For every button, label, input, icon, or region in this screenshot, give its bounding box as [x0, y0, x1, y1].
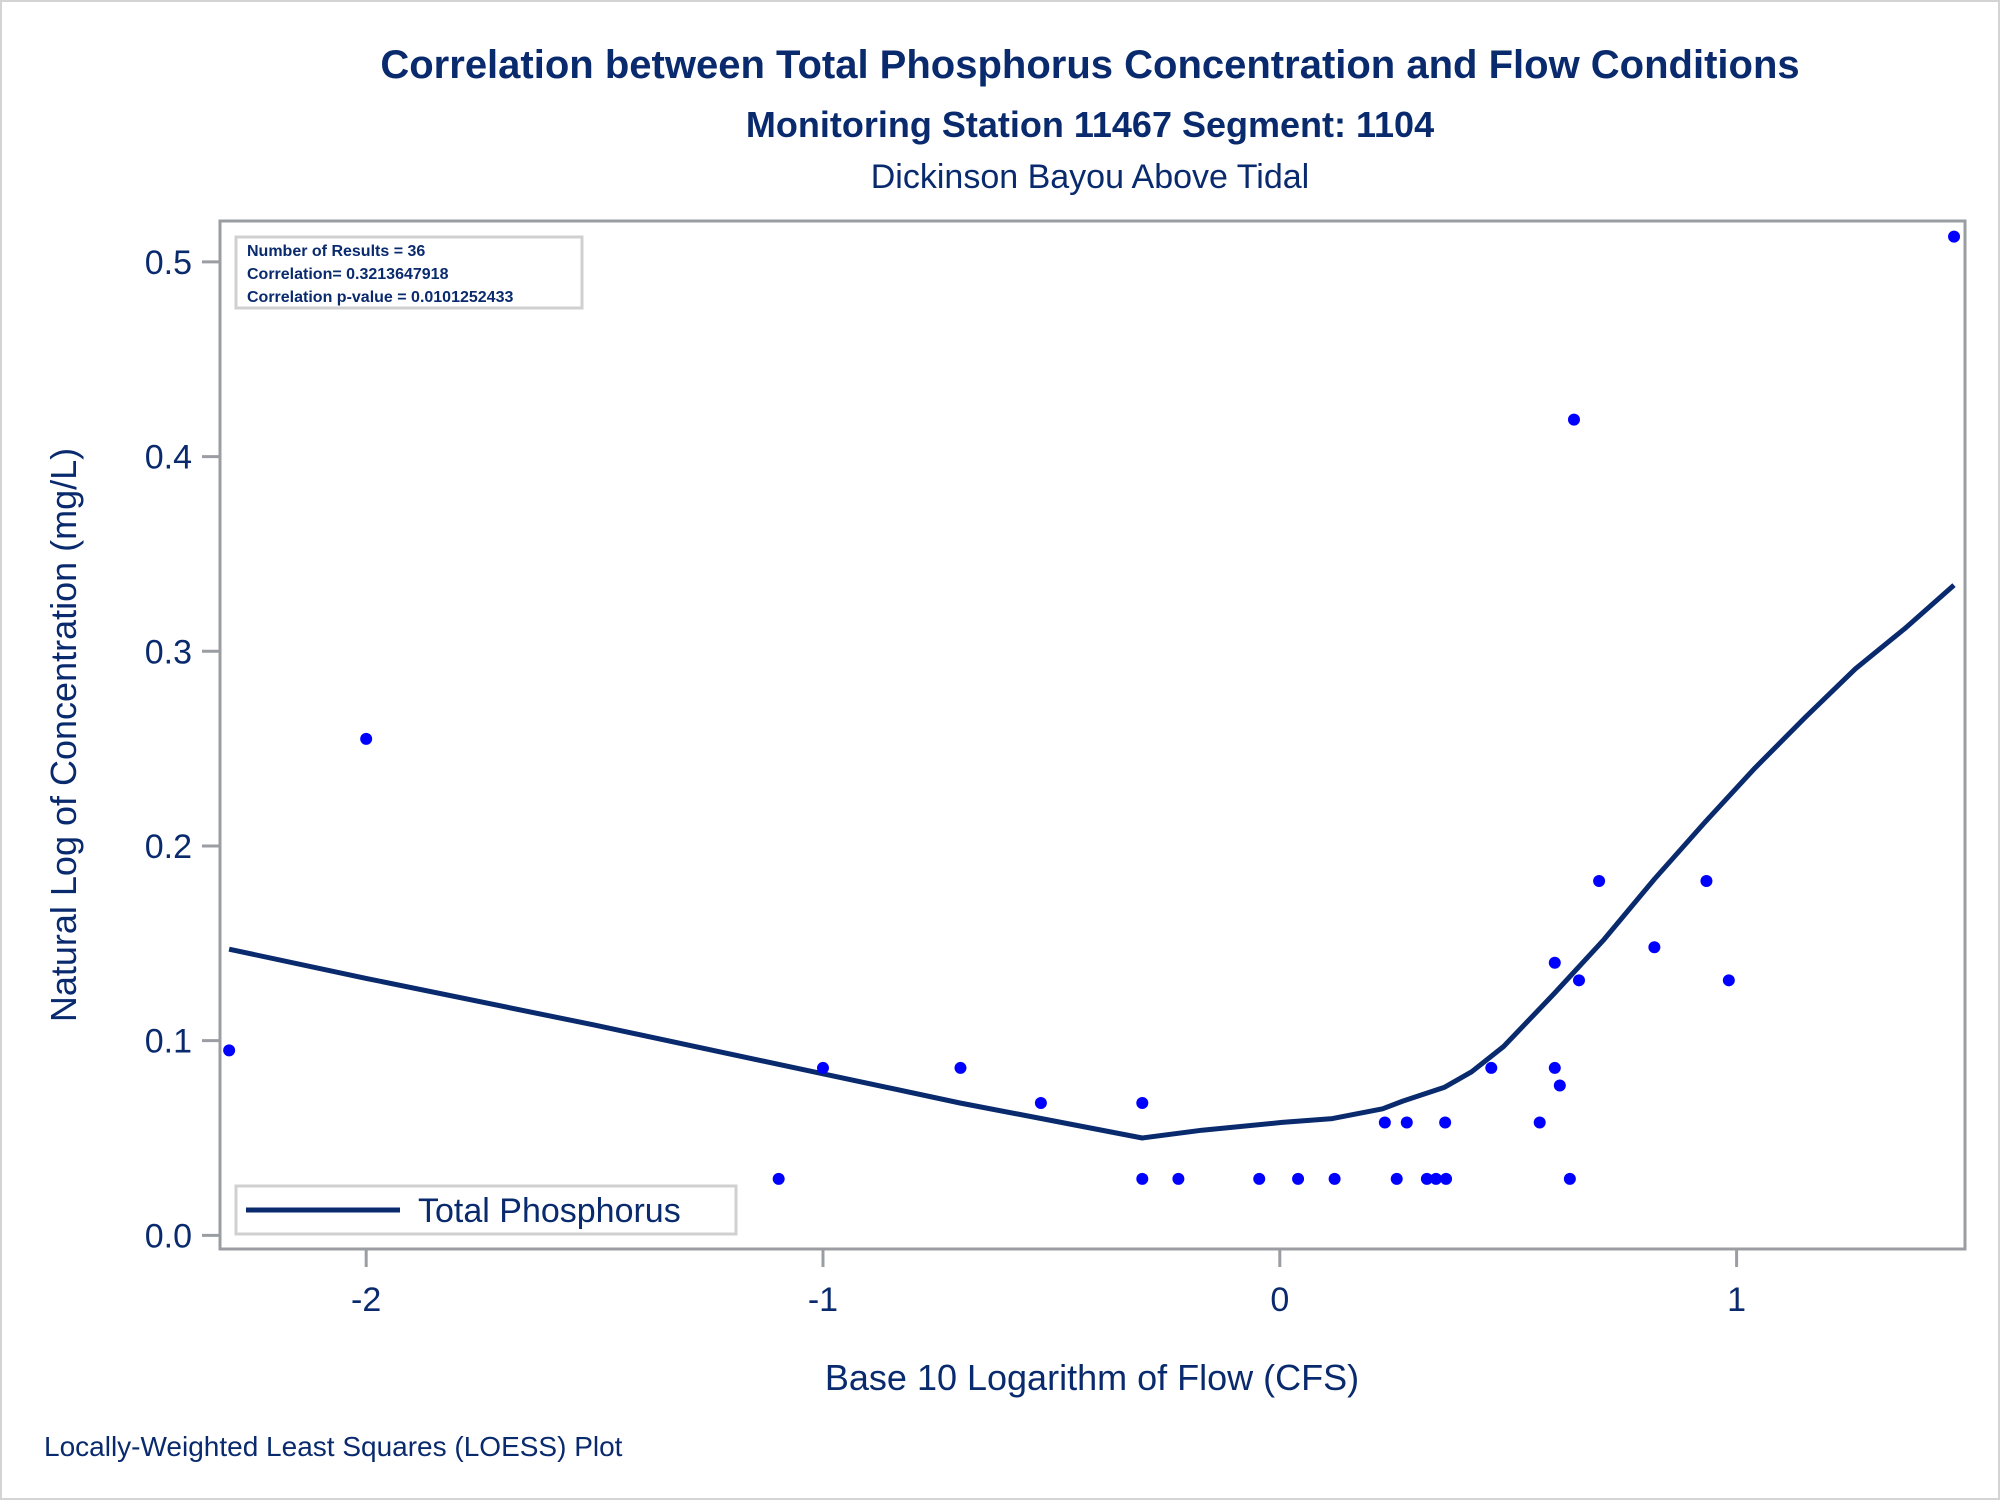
- data-point: [1439, 1116, 1452, 1129]
- stats-box-frame: [234, 235, 584, 310]
- chart-title: Correlation between Total Phosphorus Con…: [380, 43, 1799, 87]
- data-point: [1253, 1172, 1266, 1185]
- data-point: [223, 1044, 236, 1057]
- data-point: [1390, 1172, 1403, 1185]
- y-tick-label: 0.2: [145, 828, 192, 866]
- y-tick-label: 0.0: [145, 1217, 192, 1255]
- data-point: [1136, 1096, 1149, 1109]
- data-point: [1533, 1116, 1546, 1129]
- x-axis: -2 -1 0 1: [351, 1249, 1746, 1319]
- x-tick-label: 0: [1270, 1281, 1289, 1319]
- data-point: [954, 1061, 967, 1074]
- data-point: [1172, 1172, 1185, 1185]
- stats-box: Number of Results = 36 Correlation= 0.32…: [234, 235, 584, 310]
- data-point: [1948, 230, 1961, 243]
- data-point: [1648, 941, 1661, 954]
- stats-correlation: Correlation= 0.3213647918: [247, 266, 449, 283]
- data-point: [1440, 1172, 1453, 1185]
- data-point: [1548, 956, 1561, 969]
- x-tick-label: -1: [808, 1281, 838, 1319]
- x-axis-label: Base 10 Logarithm of Flow (CFS): [825, 1357, 1359, 1398]
- data-point: [1572, 974, 1585, 987]
- data-point: [360, 732, 373, 745]
- x-tick-label: -2: [351, 1281, 381, 1319]
- data-point: [1430, 1172, 1443, 1185]
- y-tick-label: 0.5: [145, 244, 192, 282]
- data-point: [1328, 1172, 1341, 1185]
- scatter-points: [223, 230, 1961, 1185]
- x-tick-label: 1: [1727, 1281, 1746, 1319]
- y-tick-label: 0.1: [145, 1023, 192, 1061]
- data-point: [772, 1172, 785, 1185]
- data-point: [1567, 413, 1580, 426]
- data-point: [1563, 1172, 1576, 1185]
- loess-series: [228, 583, 1956, 1141]
- data-point: [1400, 1116, 1413, 1129]
- loess-line: [228, 583, 1956, 1141]
- legend: Total Phosphorus: [234, 1184, 738, 1236]
- data-point: [1136, 1172, 1149, 1185]
- chart-subtitle: Monitoring Station 11467 Segment: 1104: [746, 104, 1434, 145]
- data-point: [1548, 1061, 1561, 1074]
- data-point: [1700, 875, 1713, 888]
- data-point: [1292, 1172, 1305, 1185]
- y-axis-label: Natural Log of Concentration (mg/L): [43, 448, 84, 1022]
- plot-area: [218, 219, 1967, 1251]
- data-point: [1593, 875, 1606, 888]
- chart-subtitle-2: Dickinson Bayou Above Tidal: [871, 158, 1309, 196]
- data-point: [1420, 1172, 1433, 1185]
- legend-label: Total Phosphorus: [418, 1192, 681, 1230]
- y-tick-label: 0.3: [145, 633, 192, 671]
- data-point: [816, 1061, 829, 1074]
- data-point: [1553, 1079, 1566, 1092]
- y-axis: 0.0 0.1 0.2 0.3 0.4 0.5: [145, 244, 220, 1255]
- stats-count: Number of Results = 36: [247, 243, 425, 260]
- footnote: Locally-Weighted Least Squares (LOESS) P…: [44, 1431, 623, 1462]
- data-point: [1034, 1096, 1047, 1109]
- data-point: [1485, 1061, 1498, 1074]
- y-tick-label: 0.4: [145, 439, 192, 477]
- data-point: [1378, 1116, 1391, 1129]
- stats-p-value: Correlation p-value = 0.0101252433: [247, 289, 513, 306]
- data-point: [1722, 974, 1735, 987]
